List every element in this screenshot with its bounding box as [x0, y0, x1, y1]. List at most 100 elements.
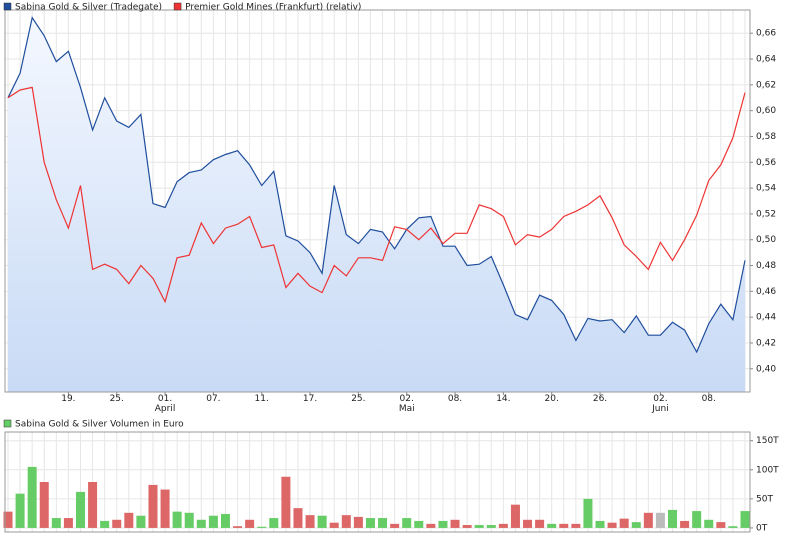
bar: [510, 504, 520, 528]
bar: [426, 523, 436, 528]
bar: [704, 519, 714, 528]
bar: [39, 482, 49, 528]
y-tick-label: 0,54: [756, 184, 776, 194]
x-tick-label: 19.: [61, 394, 76, 404]
bar: [402, 518, 412, 528]
bar: [486, 525, 496, 528]
y-tick-label: 0,56: [756, 158, 776, 168]
legend-swatch: [3, 2, 12, 11]
bar: [245, 519, 255, 528]
bar: [353, 516, 363, 528]
y-tick-label: 0,66: [756, 29, 776, 39]
bar: [414, 520, 424, 528]
bar: [100, 520, 110, 528]
bar: [233, 526, 243, 528]
x-tick-label: 02. Mai: [398, 394, 415, 414]
bar: [390, 523, 400, 528]
bar: [3, 511, 13, 528]
x-tick-label: 08.: [447, 394, 463, 404]
bar: [728, 526, 738, 528]
x-tick-label: 08.: [701, 394, 716, 404]
bar: [51, 518, 61, 528]
plot-frame: [4, 431, 751, 533]
legend-swatch: [3, 419, 12, 428]
bar: [75, 491, 85, 528]
x-tick-label: 07.: [206, 394, 221, 404]
line: [7, 16, 746, 354]
bar: [547, 523, 557, 528]
legend-label: Sabina Gold & Silver Volumen in Euro: [15, 420, 184, 430]
bar: [329, 522, 339, 528]
y-tick-label: 0,58: [756, 132, 776, 142]
bar: [305, 515, 315, 528]
area: [8, 17, 745, 392]
x-tick-label: 26.: [592, 394, 608, 404]
bar: [595, 520, 605, 528]
bar: [172, 511, 182, 528]
bar: [643, 512, 653, 528]
bar: [607, 522, 617, 528]
bar: [148, 484, 158, 528]
bar: [716, 522, 726, 528]
plot-frame: [4, 9, 751, 393]
x-tick-label: 01. April: [154, 394, 176, 414]
y-tick-label: 0,40: [756, 364, 776, 374]
x-tick-label: 25.: [109, 394, 124, 404]
bar: [196, 519, 206, 528]
x-tick-label: 14.: [496, 394, 511, 404]
y-tick-label: 0,60: [756, 106, 776, 116]
bar: [293, 508, 303, 528]
x-tick-label: 02. Juni: [652, 394, 669, 414]
bar: [124, 512, 134, 528]
bar: [668, 509, 678, 528]
bar: [136, 515, 146, 528]
bar: [341, 515, 351, 528]
bar: [462, 525, 472, 528]
y-tick-label: 0,52: [756, 209, 776, 219]
bar: [523, 519, 533, 528]
bar: [498, 523, 508, 528]
bar: [559, 523, 569, 528]
y-tick-label: 150T: [756, 436, 779, 446]
y-tick-label: 0,48: [756, 261, 776, 271]
bar: [63, 518, 73, 528]
x-tick-label: 11.: [254, 394, 269, 404]
bar: [378, 518, 388, 528]
y-tick-label: 100T: [756, 465, 779, 475]
bar: [208, 515, 218, 528]
bar: [619, 518, 629, 528]
bar: [88, 482, 98, 528]
y-tick-label: 0T: [756, 523, 768, 533]
bar: [438, 520, 448, 528]
bar: [184, 512, 194, 528]
y-tick-label: 0,62: [756, 80, 776, 90]
bar: [220, 513, 230, 528]
bar: [535, 519, 545, 528]
y-tick-label: 0,46: [756, 287, 776, 297]
bar: [571, 523, 581, 528]
y-tick-label: 50T: [756, 494, 773, 504]
y-tick-label: 0,50: [756, 235, 776, 245]
x-tick-label: 20.: [544, 394, 559, 404]
line: [7, 86, 746, 304]
bar: [680, 520, 690, 528]
legend-swatch: [173, 2, 182, 11]
x-tick-label: 25.: [351, 394, 366, 404]
bar: [160, 489, 170, 528]
bar: [655, 512, 665, 528]
bar: [15, 493, 25, 528]
bar: [583, 498, 593, 528]
bar: [317, 515, 327, 528]
y-tick-label: 0,42: [756, 338, 776, 348]
legend-label: Premier Gold Mines (Frankfurt) (relativ): [185, 3, 361, 13]
bar: [27, 466, 37, 528]
bar: [269, 518, 279, 528]
y-tick-label: 0,64: [756, 55, 776, 65]
x-tick-label: 17.: [302, 394, 318, 404]
bar: [740, 511, 750, 528]
bar: [474, 525, 484, 528]
bar: [450, 519, 460, 528]
bar: [365, 518, 375, 528]
